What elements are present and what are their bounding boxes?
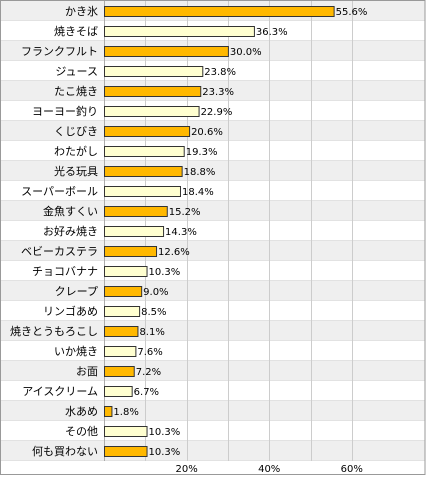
value-label: 22.9% [201, 107, 233, 118]
value-label: 10.3% [149, 427, 181, 438]
value-label: 23.3% [202, 87, 234, 98]
category-label: わたがし [54, 144, 98, 158]
bar [104, 266, 148, 277]
tick-label: 20% [175, 464, 197, 475]
category-label: いか焼き [54, 345, 98, 358]
bar [104, 166, 183, 177]
value-label: 20.6% [191, 127, 223, 138]
category-label: その他 [65, 425, 98, 438]
value-label: 10.3% [149, 267, 181, 278]
value-label: 55.6% [336, 7, 368, 18]
category-label: 光る玩具 [54, 164, 98, 178]
value-label: 15.2% [169, 207, 201, 218]
category-label: たこ焼き [54, 85, 98, 98]
value-label: 14.3% [165, 227, 197, 238]
tick-label: 60% [341, 464, 363, 475]
category-label: ヨーヨー釣り [32, 104, 98, 118]
category-label: お面 [76, 365, 98, 378]
value-label: 10.3% [149, 447, 181, 458]
bar [104, 246, 158, 257]
bar [104, 406, 113, 417]
bar [104, 106, 200, 117]
value-label: 19.3% [186, 147, 218, 158]
bar [104, 146, 185, 157]
bar [104, 126, 191, 137]
category-label: ベビーカステラ [21, 245, 98, 258]
value-label: 30.0% [230, 47, 262, 58]
bar [104, 86, 202, 97]
category-label: くじびき [54, 125, 98, 138]
category-label: スーパーボール [21, 185, 98, 198]
category-label: 何も買わない [32, 445, 98, 458]
category-label: ジュース [55, 65, 98, 78]
category-label: 水あめ [65, 405, 98, 418]
bars [104, 6, 335, 457]
value-label: 6.7% [134, 387, 159, 398]
category-label: 金魚すくい [43, 204, 98, 218]
category-label: 焼きとうもろこし [10, 325, 98, 338]
bar [104, 186, 181, 197]
bar [104, 286, 143, 297]
category-label: かき氷 [65, 5, 98, 18]
bar [104, 46, 229, 57]
value-label: 9.0% [143, 287, 168, 298]
value-label: 18.4% [182, 187, 214, 198]
value-label: 1.8% [113, 407, 138, 418]
value-label: 8.1% [139, 327, 164, 338]
bar [104, 26, 255, 37]
category-label: チョコバナナ [32, 265, 98, 278]
bar [104, 326, 139, 337]
value-label: 8.5% [141, 307, 166, 318]
tick-label: 40% [258, 464, 280, 475]
category-label: フランクフルト [21, 45, 98, 58]
bar [104, 346, 137, 357]
category-label: 焼きそば [54, 25, 98, 38]
value-labels: 55.6% 36.3% 30.0% 23.8% 23.3% 22.9% 20.6% 19.3%… [113, 7, 367, 458]
bar [104, 226, 165, 237]
value-label: 12.6% [158, 247, 190, 258]
bar [104, 366, 135, 377]
value-label: 7.2% [136, 367, 161, 378]
bar [104, 306, 141, 317]
tick-labels: 20% 40% 60% [175, 464, 362, 475]
category-label: アイスクリーム [22, 385, 98, 398]
value-label: 7.6% [137, 347, 162, 358]
row-band [1, 361, 425, 381]
bar [104, 6, 335, 17]
value-label: 23.8% [204, 67, 236, 78]
bar [104, 206, 168, 217]
category-label: リンゴあめ [43, 304, 98, 318]
bar [104, 66, 204, 77]
value-label: 36.3% [256, 27, 288, 38]
category-label: お好み焼き [43, 224, 98, 238]
category-label: クレープ [55, 285, 98, 298]
category-labels: かき氷焼きそばフランクフルトジュースたこ焼きヨーヨー釣りくじびきわたがし光る玩具… [10, 5, 98, 458]
bar [104, 426, 148, 437]
value-label: 18.8% [184, 167, 216, 178]
bar [104, 446, 148, 457]
bar [104, 386, 133, 397]
